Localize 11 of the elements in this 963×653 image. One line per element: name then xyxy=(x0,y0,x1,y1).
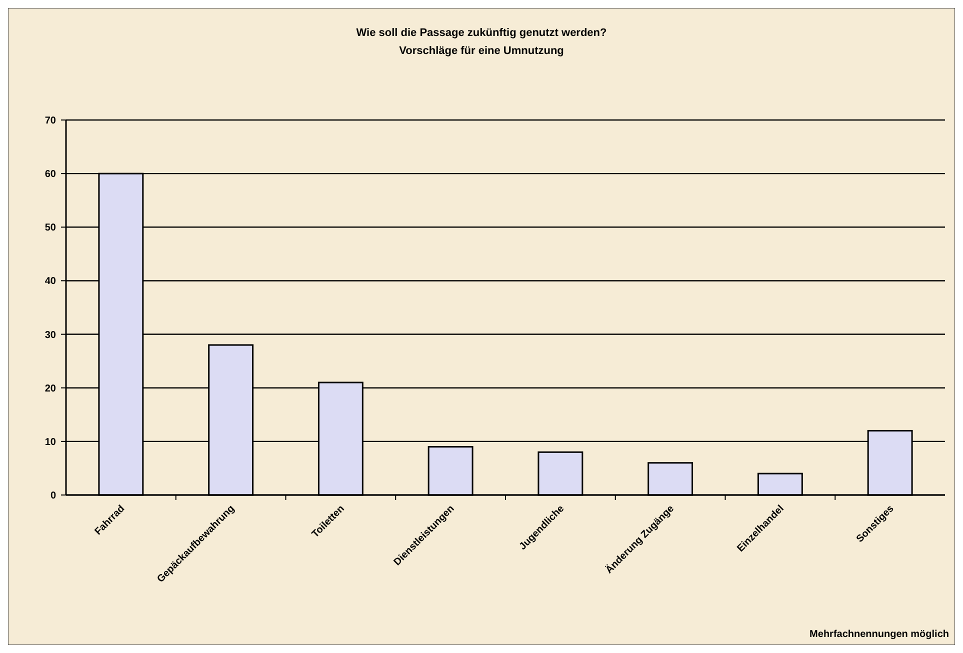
y-tick-label: 60 xyxy=(44,169,56,180)
y-tick-label: 30 xyxy=(44,330,56,341)
y-tick-label: 70 xyxy=(44,116,56,126)
y-tick-label: 0 xyxy=(50,490,56,502)
y-tick-label: 10 xyxy=(44,436,56,448)
y-tick-label: 20 xyxy=(44,383,56,394)
chart-subtitle: Vorschläge für eine Umnutzung xyxy=(399,45,564,57)
y-tick-label: 40 xyxy=(44,276,56,288)
text: Mehrfachnennungen möglich xyxy=(810,629,949,640)
y-tick-label: 50 xyxy=(44,222,56,234)
chart-title: Wie soll die Passage zukünftig genutzt werden? xyxy=(356,27,608,39)
